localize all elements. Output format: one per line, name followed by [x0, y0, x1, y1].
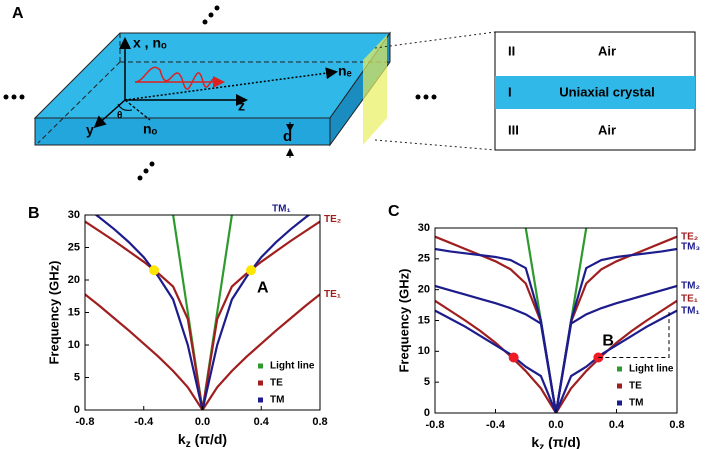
x-tick-label: -0.4 [134, 416, 154, 428]
ellipsis [3, 5, 437, 181]
axis-label: nₑ [338, 63, 352, 79]
x-axis-label: kz (π/d) [531, 434, 580, 449]
legend-swatch [258, 397, 263, 403]
legend-label: TM [629, 398, 643, 409]
layer-name: Air [598, 122, 616, 137]
y-tick-label: 30 [68, 209, 80, 221]
legend-swatch [617, 383, 622, 389]
y-tick-label: 30 [418, 222, 430, 234]
curve-label: TM₁ [681, 305, 700, 316]
annotation: A [257, 279, 269, 296]
curve [435, 309, 677, 413]
legend-swatch [258, 363, 263, 369]
y-tick-label: 5 [424, 376, 430, 388]
y-tick-label: 20 [418, 284, 430, 296]
x-axis-label-part: (π/d) [191, 431, 227, 447]
x-axis-label-sub: z [539, 442, 544, 449]
x-axis-label: kz (π/d) [178, 431, 227, 449]
layer-name: Uniaxial crystal [559, 84, 654, 99]
thickness-label: d [283, 128, 292, 145]
x-tick-label: 0.0 [195, 416, 210, 428]
panel-label: B [28, 205, 40, 222]
legend-swatch [258, 380, 263, 386]
dashed-guide [598, 310, 670, 358]
layer-index: III [508, 122, 519, 137]
x-tick-label: -0.8 [426, 419, 445, 431]
y-tick-label: 0 [74, 404, 80, 416]
layer-name: Air [598, 43, 616, 58]
x-tick-label: 0.4 [254, 416, 270, 428]
slab [33, 31, 496, 151]
x-tick-label: 0.8 [669, 419, 684, 431]
x-axis-label-part: (π/d) [544, 434, 580, 449]
panel-label: A [12, 5, 24, 22]
legend-swatch [617, 366, 622, 372]
x-tick-label: 0.8 [312, 416, 327, 428]
curve [85, 220, 320, 410]
curve-label: TE₁ [324, 289, 341, 300]
curve [435, 299, 677, 413]
point [508, 352, 519, 363]
axis-label: nₒ [143, 121, 158, 137]
curve-label: TM₁ [272, 204, 291, 215]
layer-index: II [508, 43, 515, 58]
x-axis-label-sub: z [186, 439, 191, 449]
x-tick-label: -0.8 [76, 416, 95, 428]
annotation: B [602, 333, 614, 350]
x-tick-label: -0.4 [486, 419, 506, 431]
y-tick-label: 20 [68, 274, 80, 286]
x-axis-label-part: k [178, 431, 186, 447]
y-tick-label: 15 [68, 306, 80, 318]
curve [435, 284, 677, 413]
point [149, 265, 160, 276]
point [245, 265, 256, 276]
layer-index: I [508, 84, 512, 99]
panel-label: C [388, 203, 400, 220]
curve-label: TE₁ [681, 293, 698, 304]
axis-label: y [86, 122, 94, 138]
curve-label: TE₂ [681, 231, 698, 242]
curve-label: TM₂ [681, 281, 700, 292]
curve [94, 215, 311, 410]
y-tick-label: 10 [418, 345, 430, 357]
axis-label: x , nₒ [133, 35, 167, 51]
x-tick-label: 0.4 [609, 419, 625, 431]
curve [435, 235, 677, 413]
legend-label: TE [629, 381, 642, 392]
curve [435, 247, 677, 413]
y-tick-label: 0 [424, 407, 430, 419]
axes-sketch [93, 37, 338, 158]
angle-label: θ [117, 111, 122, 122]
axis-label: z [238, 98, 245, 114]
x-axis-label-part: k [531, 434, 539, 449]
curve [85, 293, 320, 410]
legend-label: Light line [629, 364, 674, 375]
curve-label: TE₂ [324, 214, 341, 225]
legend-label: TM [270, 395, 284, 406]
legend-label: TE [270, 378, 283, 389]
y-tick-label: 25 [418, 253, 430, 265]
y-axis-label: Frequency (GHz) [46, 260, 61, 364]
legend-swatch [617, 400, 622, 406]
layer-box [494, 31, 696, 151]
y-tick-label: 10 [68, 339, 80, 351]
legend-label: Light line [270, 361, 315, 372]
x-tick-label: 0.0 [548, 419, 563, 431]
curve-label: TM₃ [681, 242, 700, 253]
y-tick-label: 25 [68, 241, 80, 253]
y-tick-label: 15 [418, 314, 430, 326]
y-tick-label: 5 [74, 371, 80, 383]
y-axis-label: Frequency (GHz) [396, 268, 411, 372]
